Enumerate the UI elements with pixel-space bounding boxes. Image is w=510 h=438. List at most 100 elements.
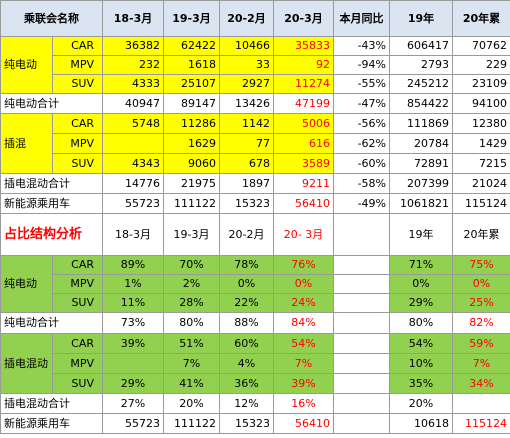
share-total-cell: 27% — [102, 393, 164, 414]
share-value-cell: 39% — [273, 373, 334, 394]
col-header-19-3: 19-3月 — [163, 0, 220, 37]
share-value-cell — [102, 353, 164, 374]
nev-value-cell: -49% — [333, 193, 390, 214]
share-value-cell: 59% — [452, 333, 510, 354]
title-cell: 乘联会名称 — [0, 0, 103, 37]
value-cell: -55% — [333, 74, 390, 94]
type-label: MPV — [52, 274, 103, 294]
value-cell: -43% — [333, 36, 390, 56]
share-value-cell: 70% — [163, 255, 220, 275]
nev-value-cell: 56410 — [273, 193, 334, 214]
share-total-cell — [452, 393, 510, 414]
share-total-cell: 20% — [163, 393, 220, 414]
value-cell: 1142 — [219, 113, 274, 134]
share-col-20ytd: 20年累 — [452, 213, 510, 256]
share-value-cell: 7% — [163, 353, 220, 374]
value-cell: 10466 — [219, 36, 274, 56]
share-value-cell: 0% — [273, 274, 334, 294]
value-cell: 111869 — [389, 113, 453, 134]
col-header-20-3: 20-3月 — [273, 0, 334, 37]
share-nev-value: 10618 — [389, 413, 453, 434]
share-header-row: 占比结构分析 18-3月 19-3月 20-2月 20- 3月 19年 20年累 — [0, 213, 510, 256]
type-label: SUV — [52, 74, 103, 94]
value-cell: 606417 — [389, 36, 453, 56]
value-cell: 678 — [219, 153, 274, 174]
share-value-cell: 60% — [219, 333, 274, 354]
value-cell: 7215 — [452, 153, 510, 174]
value-cell: -94% — [333, 55, 390, 75]
share-value-cell: 89% — [102, 255, 164, 275]
share-value-cell: 25% — [452, 293, 510, 313]
share_bev-total-row: 纯电动合计 73% 80% 88% 84% 80% 82% — [0, 312, 510, 334]
value-cell: 9060 — [163, 153, 220, 174]
share_phev-row-car: 插电混动 CAR 39% 51% 60% 54% 54% 59% — [0, 333, 510, 394]
share-value-cell: 1% — [102, 274, 164, 294]
share-value-cell: 54% — [389, 333, 453, 354]
type-label: SUV — [52, 153, 103, 174]
share-total-cell: 80% — [163, 312, 220, 334]
type-label: CAR — [52, 36, 103, 56]
col-header-19y: 19年 — [389, 0, 453, 37]
total-value-cell: -47% — [333, 93, 390, 114]
share_phev-row-suv: SUV 29% 41% 36% 39% 35% 34% — [1, 373, 510, 394]
nev-value-cell: 55723 — [102, 193, 164, 214]
value-cell: 5006 — [273, 113, 334, 134]
value-cell: -62% — [333, 133, 390, 154]
share-col-20-2: 20-2月 — [219, 213, 274, 256]
share_bev-row-suv: SUV 11% 28% 22% 24% 29% 25% — [1, 293, 510, 313]
bev-row-suv: SUV 4333 25107 2927 11274 -55% 245212 23109 — [1, 74, 510, 94]
col-header-20ytd: 20年累 — [452, 0, 510, 37]
value-cell: 1618 — [163, 55, 220, 75]
share-value-cell: 0% — [452, 274, 510, 294]
value-cell: -56% — [333, 113, 390, 134]
value-cell: 20784 — [389, 133, 453, 154]
share-value-cell: 22% — [219, 293, 274, 313]
header-row: 乘联会名称 18-3月 19-3月 20-2月 20-3月 本月同比 19年 20年累 — [0, 0, 510, 37]
share-value-cell: 35% — [389, 373, 453, 394]
total-value-cell: 14776 — [102, 173, 164, 194]
value-cell: 5748 — [102, 113, 164, 134]
total-value-cell: 1897 — [219, 173, 274, 194]
total-value-cell: 21024 — [452, 173, 510, 194]
value-cell — [102, 133, 164, 154]
share-nev-value: 115124 — [452, 413, 510, 434]
value-cell: 616 — [273, 133, 334, 154]
share-value-cell: 71% — [389, 255, 453, 275]
phev-group-label: 插混 — [0, 113, 53, 174]
share-total-cell: 73% — [102, 312, 164, 334]
share-nev-value: 56410 — [273, 413, 334, 434]
bev-group-label: 纯电动 — [0, 36, 53, 94]
gap-cell — [333, 373, 390, 394]
share-col-19y: 19年 — [389, 213, 453, 256]
gap-cell — [333, 312, 390, 334]
share-nev-value: 55723 — [102, 413, 164, 434]
value-cell: 11274 — [273, 74, 334, 94]
share-nev-value: 111122 — [163, 413, 220, 434]
share-value-cell: 54% — [273, 333, 334, 354]
gap-cell — [333, 255, 390, 275]
share-nev-value: 15323 — [219, 413, 274, 434]
share-value-cell: 29% — [389, 293, 453, 313]
share-total-cell: 82% — [452, 312, 510, 334]
value-cell: 1429 — [452, 133, 510, 154]
col-header-18-3: 18-3月 — [102, 0, 164, 37]
share-col-19-3: 19-3月 — [163, 213, 220, 256]
gap-cell — [333, 413, 390, 434]
value-cell: 229 — [452, 55, 510, 75]
share-nev-label: 新能源乘用车 — [0, 413, 103, 434]
nev-value-cell: 15323 — [219, 193, 274, 214]
value-cell: 1629 — [163, 133, 220, 154]
bev-total-row: 纯电动合计 40947 89147 13426 47199 -47% 854422 94100 — [0, 93, 510, 114]
share-value-cell: 29% — [102, 373, 164, 394]
share-col-20-3: 20- 3月 — [273, 213, 334, 256]
share-value-cell: 24% — [273, 293, 334, 313]
value-cell: 92 — [273, 55, 334, 75]
share-value-cell: 7% — [452, 353, 510, 374]
value-cell: 2793 — [389, 55, 453, 75]
value-cell: 35833 — [273, 36, 334, 56]
total-value-cell: 9211 — [273, 173, 334, 194]
type-label: CAR — [52, 255, 103, 275]
share_phev-row-mpv: MPV 7% 4% 7% 10% 7% — [1, 353, 510, 374]
share-value-cell: 0% — [219, 274, 274, 294]
value-cell: 77 — [219, 133, 274, 154]
